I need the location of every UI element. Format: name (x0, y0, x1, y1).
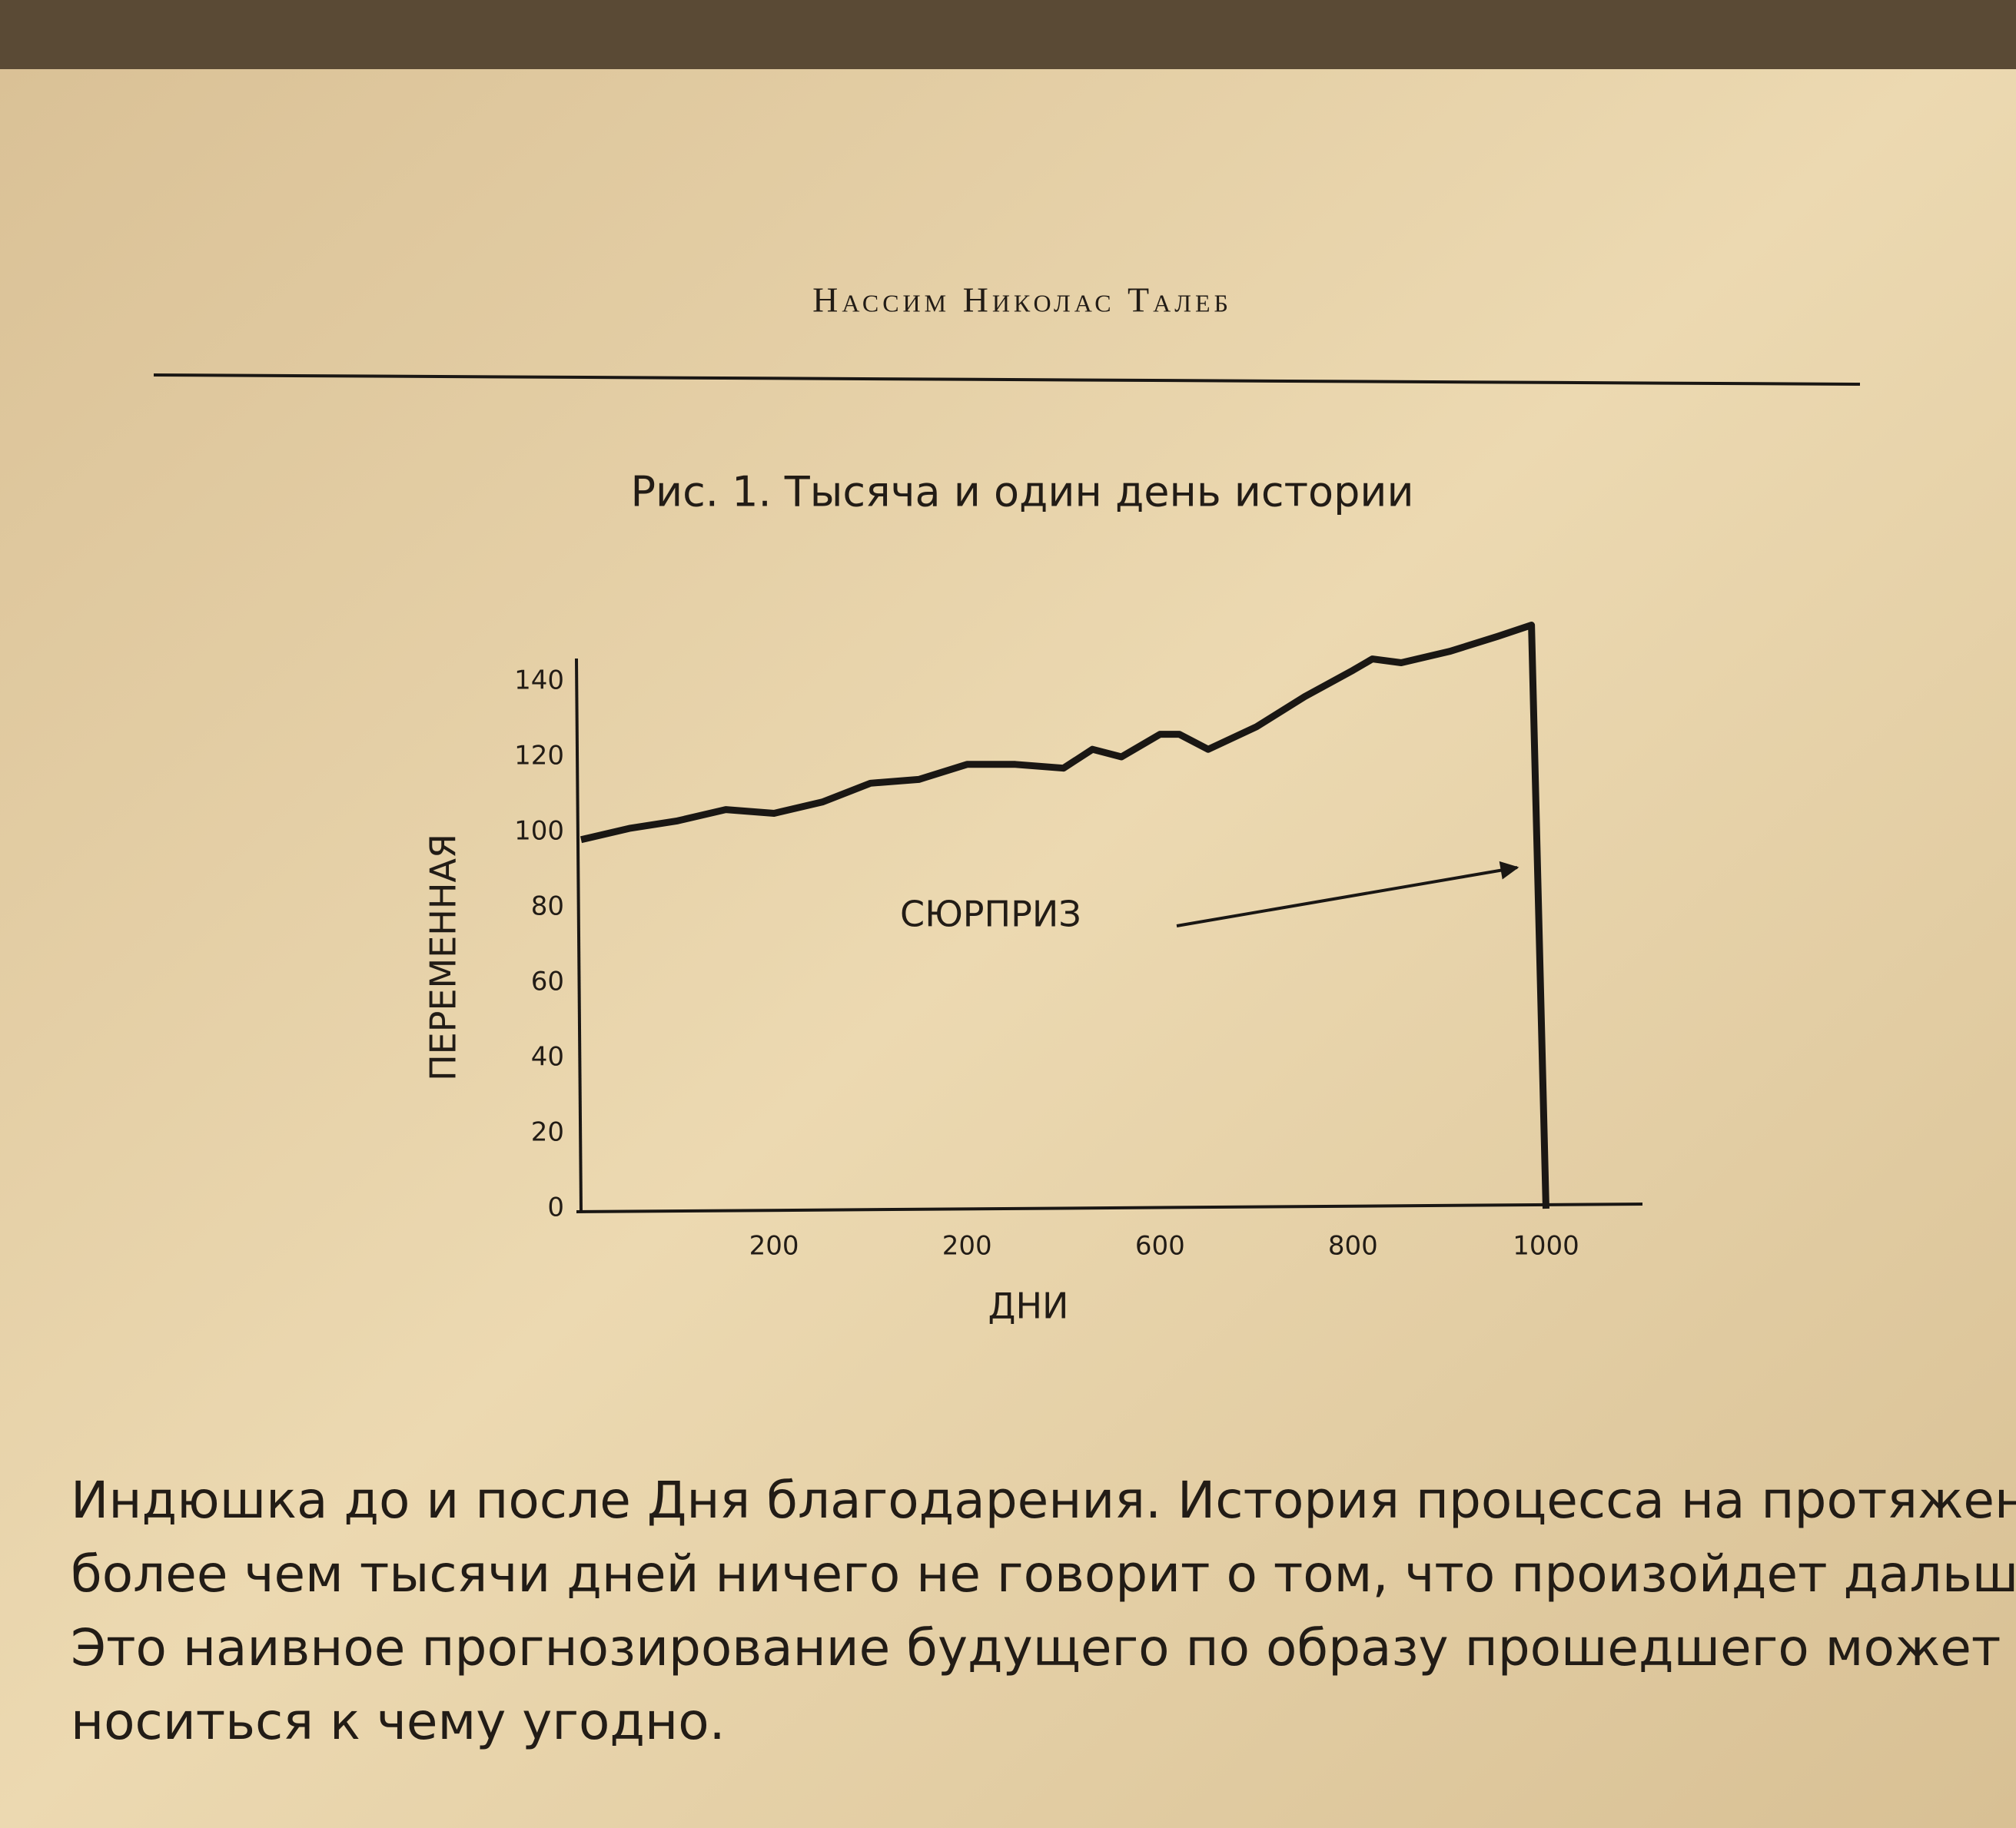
y-tick-label: 40 (531, 1042, 564, 1073)
x-axis-label: ДНИ (988, 1286, 1069, 1327)
y-tick-label: 80 (531, 891, 564, 922)
chart-title: Рис. 1. Тысяча и один день истории (630, 468, 1413, 516)
x-axis (576, 1203, 1643, 1213)
background-edge (0, 0, 2016, 69)
x-tick-label: 200 (942, 1231, 992, 1262)
x-tick-label: 1000 (1513, 1231, 1579, 1262)
caption-line: более чем тысячи дней ничего не говорит … (71, 1544, 2016, 1604)
y-axis (575, 658, 583, 1213)
caption-line: Индюшка до и после Дня благодарения. Ист… (71, 1471, 2016, 1530)
annotation: СЮРПРИЗ (900, 894, 1081, 935)
y-tick-label: 100 (514, 816, 564, 847)
y-tick-label: 60 (531, 967, 564, 997)
y-tick-label: 0 (547, 1193, 564, 1223)
y-axis-label: ПЕРЕМЕННАЯ (423, 834, 464, 1081)
annotation-arrow (1176, 861, 1519, 927)
caption-line: Это наивное прогнозирование будущего по … (71, 1618, 2016, 1677)
running-header: Нассим Николас Талеб (812, 280, 1232, 320)
caption-line: носиться к чему угодно. (71, 1692, 726, 1751)
x-tick-label: 800 (1328, 1231, 1378, 1262)
x-tick-label: 200 (749, 1231, 799, 1262)
y-tick-label: 120 (514, 741, 564, 771)
data-line (580, 622, 1549, 1209)
header-rule (153, 373, 1861, 386)
x-tick-label: 600 (1135, 1231, 1185, 1262)
caption: Индюшка до и после Дня благодарения. Ист… (71, 1471, 2016, 1751)
y-tick-label: 20 (531, 1117, 564, 1148)
y-tick-label: 140 (514, 665, 564, 696)
